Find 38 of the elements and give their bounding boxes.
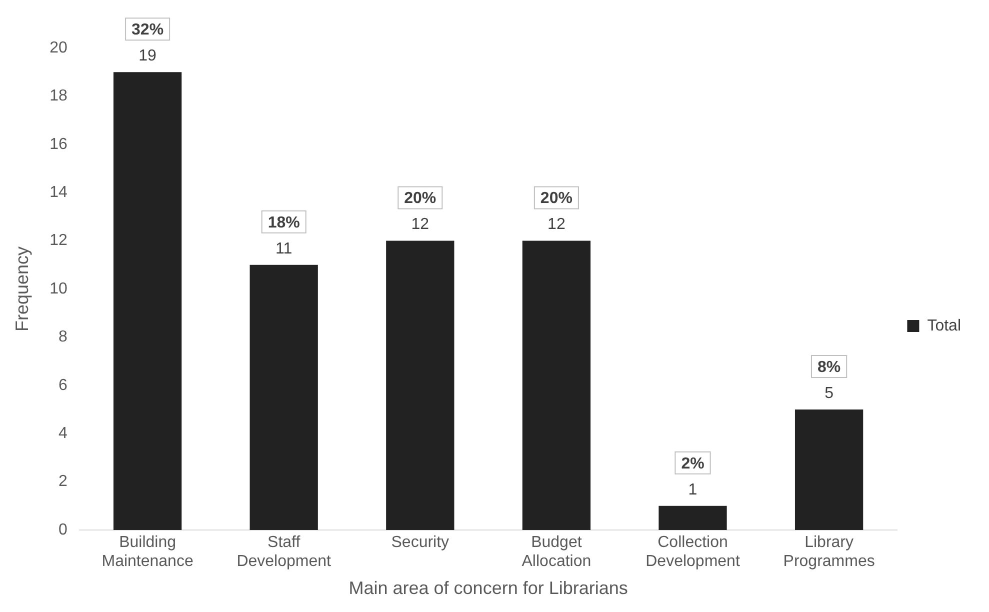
data-label: 12 <box>548 216 566 234</box>
y-tick-label: 10 <box>50 280 68 298</box>
annotation: 20% <box>540 190 572 208</box>
x-tick-label: Building Maintenance <box>102 534 194 570</box>
y-tick-label: 6 <box>58 376 68 394</box>
legend-label: Total <box>927 317 961 334</box>
y-tick-label: 4 <box>58 425 68 442</box>
data-label: 12 <box>411 216 430 234</box>
x-tick-label: Budget Allocation <box>522 534 592 570</box>
bar <box>658 506 727 530</box>
x-tick-label: Staff Development <box>236 534 332 570</box>
bar <box>113 72 182 530</box>
y-tick-label: 14 <box>50 184 68 202</box>
annotation: 8% <box>817 358 841 376</box>
annotation: 32% <box>132 22 164 39</box>
bar <box>794 410 864 530</box>
data-label: 11 <box>276 240 292 258</box>
x-axis-title: Main area of concern for Librarians <box>348 578 628 598</box>
data-label: 19 <box>138 48 157 65</box>
annotation: 2% <box>681 455 704 472</box>
bar <box>250 264 318 530</box>
y-tick-label: 0 <box>58 521 68 538</box>
data-label: 1 <box>688 481 698 498</box>
y-tick-label: 8 <box>58 328 68 346</box>
y-tick-label: 2 <box>58 473 68 490</box>
x-tick-label: Library Programmes <box>783 534 875 570</box>
y-tick-label: 12 <box>50 232 68 250</box>
data-label: 5 <box>824 384 834 402</box>
annotation: 20% <box>404 190 436 208</box>
y-tick-label: 16 <box>50 136 68 153</box>
annotation: 18% <box>268 214 300 232</box>
x-tick-label: Security <box>391 534 450 552</box>
bar <box>522 240 591 530</box>
y-tick-label: 18 <box>50 88 68 105</box>
x-tick-label: Collection Development <box>646 534 740 570</box>
y-tick-label: 20 <box>50 39 68 56</box>
y-axis-title: Frequency <box>12 246 32 332</box>
bar <box>386 240 454 530</box>
